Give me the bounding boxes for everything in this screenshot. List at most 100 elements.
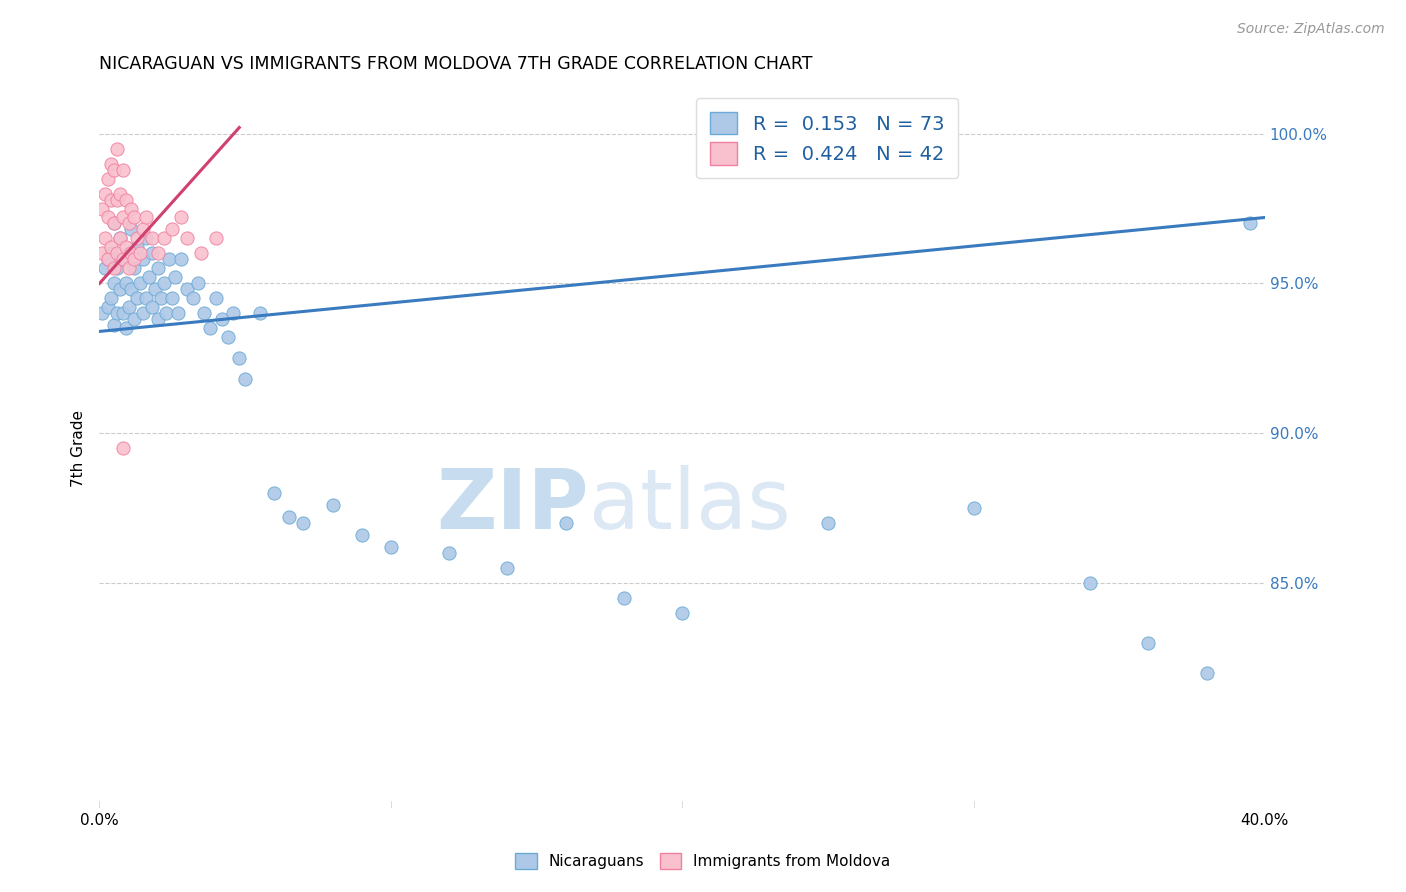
Y-axis label: 7th Grade: 7th Grade	[72, 409, 86, 487]
Point	[135, 292, 157, 306]
Point	[97, 301, 120, 315]
Point	[152, 277, 174, 291]
Point	[162, 292, 184, 306]
Point	[94, 231, 117, 245]
Point	[108, 186, 131, 201]
Point	[91, 246, 114, 260]
Point	[167, 306, 190, 320]
Point	[117, 217, 139, 231]
Point	[105, 261, 128, 276]
Point	[263, 486, 285, 500]
Point	[97, 252, 120, 267]
Point	[100, 193, 122, 207]
Text: ZIP: ZIP	[436, 466, 589, 547]
Point	[1239, 217, 1261, 231]
Point	[170, 252, 193, 267]
Point	[94, 186, 117, 201]
Point	[380, 541, 402, 555]
Point	[222, 306, 245, 320]
Point	[105, 142, 128, 156]
Text: Source: ZipAtlas.com: Source: ZipAtlas.com	[1237, 22, 1385, 37]
Point	[111, 442, 134, 456]
Point	[170, 211, 193, 225]
Point	[129, 277, 152, 291]
Point	[94, 261, 117, 276]
Point	[105, 246, 128, 260]
Point	[322, 498, 344, 512]
Point	[671, 606, 693, 620]
Point	[135, 231, 157, 245]
Point	[114, 321, 136, 335]
Point	[350, 528, 373, 542]
Point	[132, 306, 155, 320]
Point	[103, 217, 125, 231]
Point	[121, 202, 143, 216]
Point	[141, 301, 163, 315]
Point	[121, 222, 143, 236]
Point	[249, 306, 271, 320]
Point	[437, 546, 460, 560]
Point	[108, 231, 131, 245]
Point	[108, 231, 131, 245]
Point	[91, 202, 114, 216]
Point	[554, 516, 576, 531]
Point	[124, 211, 146, 225]
Point	[187, 277, 209, 291]
Point	[111, 306, 134, 320]
Point	[176, 231, 198, 245]
Point	[1078, 576, 1101, 591]
Point	[141, 246, 163, 260]
Point	[141, 231, 163, 245]
Legend: R =  0.153   N = 73, R =  0.424   N = 42: R = 0.153 N = 73, R = 0.424 N = 42	[696, 98, 957, 178]
Point	[132, 222, 155, 236]
Point	[211, 312, 233, 326]
Point	[117, 301, 139, 315]
Point	[105, 306, 128, 320]
Point	[100, 246, 122, 260]
Point	[111, 252, 134, 267]
Point	[127, 231, 149, 245]
Point	[114, 277, 136, 291]
Point	[108, 282, 131, 296]
Point	[100, 156, 122, 170]
Point	[127, 240, 149, 254]
Text: atlas: atlas	[589, 466, 790, 547]
Point	[103, 217, 125, 231]
Point	[176, 282, 198, 296]
Point	[149, 292, 172, 306]
Point	[496, 561, 519, 575]
Point	[143, 282, 166, 296]
Point	[124, 261, 146, 276]
Point	[146, 261, 169, 276]
Legend: Nicaraguans, Immigrants from Moldova: Nicaraguans, Immigrants from Moldova	[509, 847, 897, 875]
Point	[121, 282, 143, 296]
Point	[100, 292, 122, 306]
Point	[146, 246, 169, 260]
Point	[228, 351, 250, 366]
Point	[1195, 666, 1218, 681]
Point	[152, 231, 174, 245]
Point	[138, 270, 160, 285]
Point	[962, 501, 984, 516]
Point	[190, 246, 212, 260]
Point	[165, 270, 187, 285]
Point	[103, 277, 125, 291]
Point	[127, 292, 149, 306]
Point	[613, 591, 636, 606]
Point	[132, 252, 155, 267]
Point	[205, 292, 228, 306]
Point	[111, 211, 134, 225]
Point	[114, 193, 136, 207]
Point	[103, 318, 125, 333]
Point	[97, 211, 120, 225]
Point	[111, 162, 134, 177]
Point	[135, 211, 157, 225]
Point	[146, 312, 169, 326]
Point	[117, 261, 139, 276]
Point	[129, 246, 152, 260]
Point	[97, 171, 120, 186]
Point	[121, 246, 143, 260]
Point	[233, 372, 256, 386]
Point	[193, 306, 215, 320]
Point	[105, 193, 128, 207]
